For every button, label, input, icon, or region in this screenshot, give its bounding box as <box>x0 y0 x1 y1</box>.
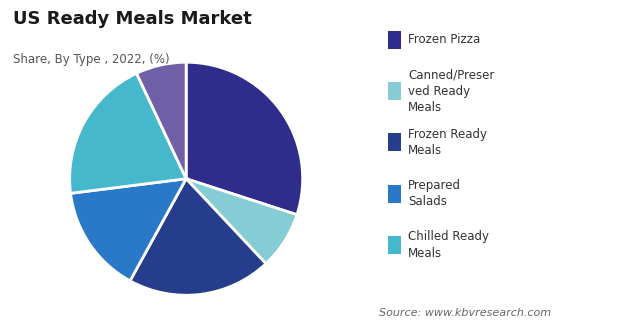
Wedge shape <box>186 62 303 215</box>
Text: Source: www.kbvresearch.com: Source: www.kbvresearch.com <box>379 308 551 318</box>
Text: Frozen Ready
Meals: Frozen Ready Meals <box>408 127 487 157</box>
Text: US Ready Meals Market: US Ready Meals Market <box>13 10 251 28</box>
Wedge shape <box>186 179 297 264</box>
Wedge shape <box>136 62 186 179</box>
Text: Chilled Ready
Meals: Chilled Ready Meals <box>408 230 489 260</box>
Wedge shape <box>71 179 186 281</box>
Text: Canned/Preser
ved Ready
Meals: Canned/Preser ved Ready Meals <box>408 68 495 114</box>
Wedge shape <box>130 179 266 295</box>
Text: Prepared
Salads: Prepared Salads <box>408 179 461 209</box>
Wedge shape <box>69 73 186 193</box>
Text: Share, By Type , 2022, (%): Share, By Type , 2022, (%) <box>13 53 169 66</box>
Text: Frozen Pizza: Frozen Pizza <box>408 33 481 46</box>
